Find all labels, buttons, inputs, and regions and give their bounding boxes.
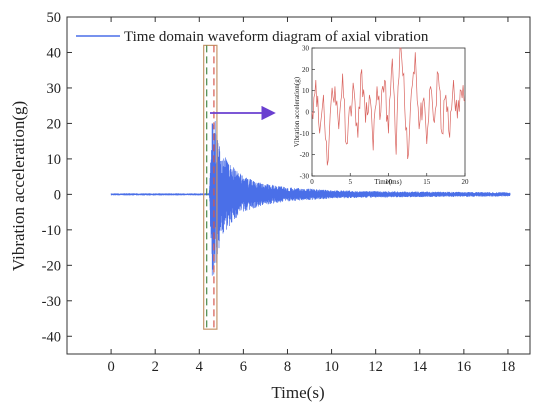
x-axis-ticks: 0 2 4 6 8 10 12 14 16 18 [107, 17, 515, 375]
inset-y-tick-label: 10 [302, 87, 310, 95]
x-tick-label: 4 [196, 359, 204, 375]
x-tick-label: 10 [324, 359, 339, 375]
x-tick-label: 12 [368, 359, 383, 375]
y-tick-label: 20 [47, 116, 62, 132]
y-tick-label: 30 [47, 81, 62, 97]
inset-y-axis-ticks: -30 -20 -10 0 10 20 30 [300, 45, 315, 181]
inset-x-axis-ticks: 0 5 10 15 20 [310, 173, 469, 186]
waveform-series [110, 120, 511, 276]
legend: Time domain waveform diagram of axial vi… [76, 29, 429, 45]
x-tick-label: 14 [413, 359, 428, 375]
inset-x-tick-label: 20 [462, 178, 470, 186]
inset-waveform-line [311, 47, 466, 166]
inset-y-tick-label: 20 [302, 66, 310, 74]
inset-plot-frame [311, 47, 466, 177]
inset-y-tick-label: -30 [300, 173, 310, 181]
x-tick-label: 6 [240, 359, 247, 375]
highlight-region-box [203, 44, 218, 330]
x-tick-label: 18 [501, 359, 516, 375]
inset-x-tick-label: 0 [310, 178, 314, 186]
legend-label: Time domain waveform diagram of axial vi… [124, 29, 429, 45]
x-axis-label: Time(s) [271, 383, 324, 402]
inset-y-tick-label: -10 [300, 130, 310, 138]
y-tick-label: 40 [47, 45, 62, 61]
x-tick-label: 16 [457, 359, 472, 375]
inset-y-tick-label: 30 [302, 45, 310, 53]
inset-y-axis-label: Vibration acceleration(g) [293, 76, 301, 147]
y-tick-label: 10 [47, 152, 62, 168]
inset-x-axis-label: Time(ms) [374, 178, 402, 186]
y-tick-label: -10 [42, 223, 61, 239]
y-tick-label: -40 [42, 329, 61, 345]
x-tick-label: 2 [152, 359, 159, 375]
inset-y-tick-label: 0 [306, 109, 310, 117]
inset-waveform-series [311, 47, 466, 166]
y-axis-label: Vibration acceleration(g) [9, 101, 28, 271]
inset-y-tick-label: -20 [300, 151, 310, 159]
inset-plot: -30 -20 -10 0 10 20 30 0 5 10 15 20 Vibration acce… [293, 45, 469, 187]
y-tick-label: -30 [42, 294, 61, 310]
y-tick-label: 50 [47, 10, 62, 26]
y-tick-label: 0 [54, 187, 61, 203]
inset-x-tick-label: 5 [349, 178, 353, 186]
inset-x-tick-label: 15 [423, 178, 431, 186]
x-tick-label: 0 [107, 359, 114, 375]
y-tick-label: -20 [42, 258, 61, 274]
x-tick-label: 8 [284, 359, 291, 375]
main-plot-frame [66, 16, 531, 355]
waveform-line [110, 120, 511, 276]
inset-x-tick-label: 10 [385, 178, 393, 186]
